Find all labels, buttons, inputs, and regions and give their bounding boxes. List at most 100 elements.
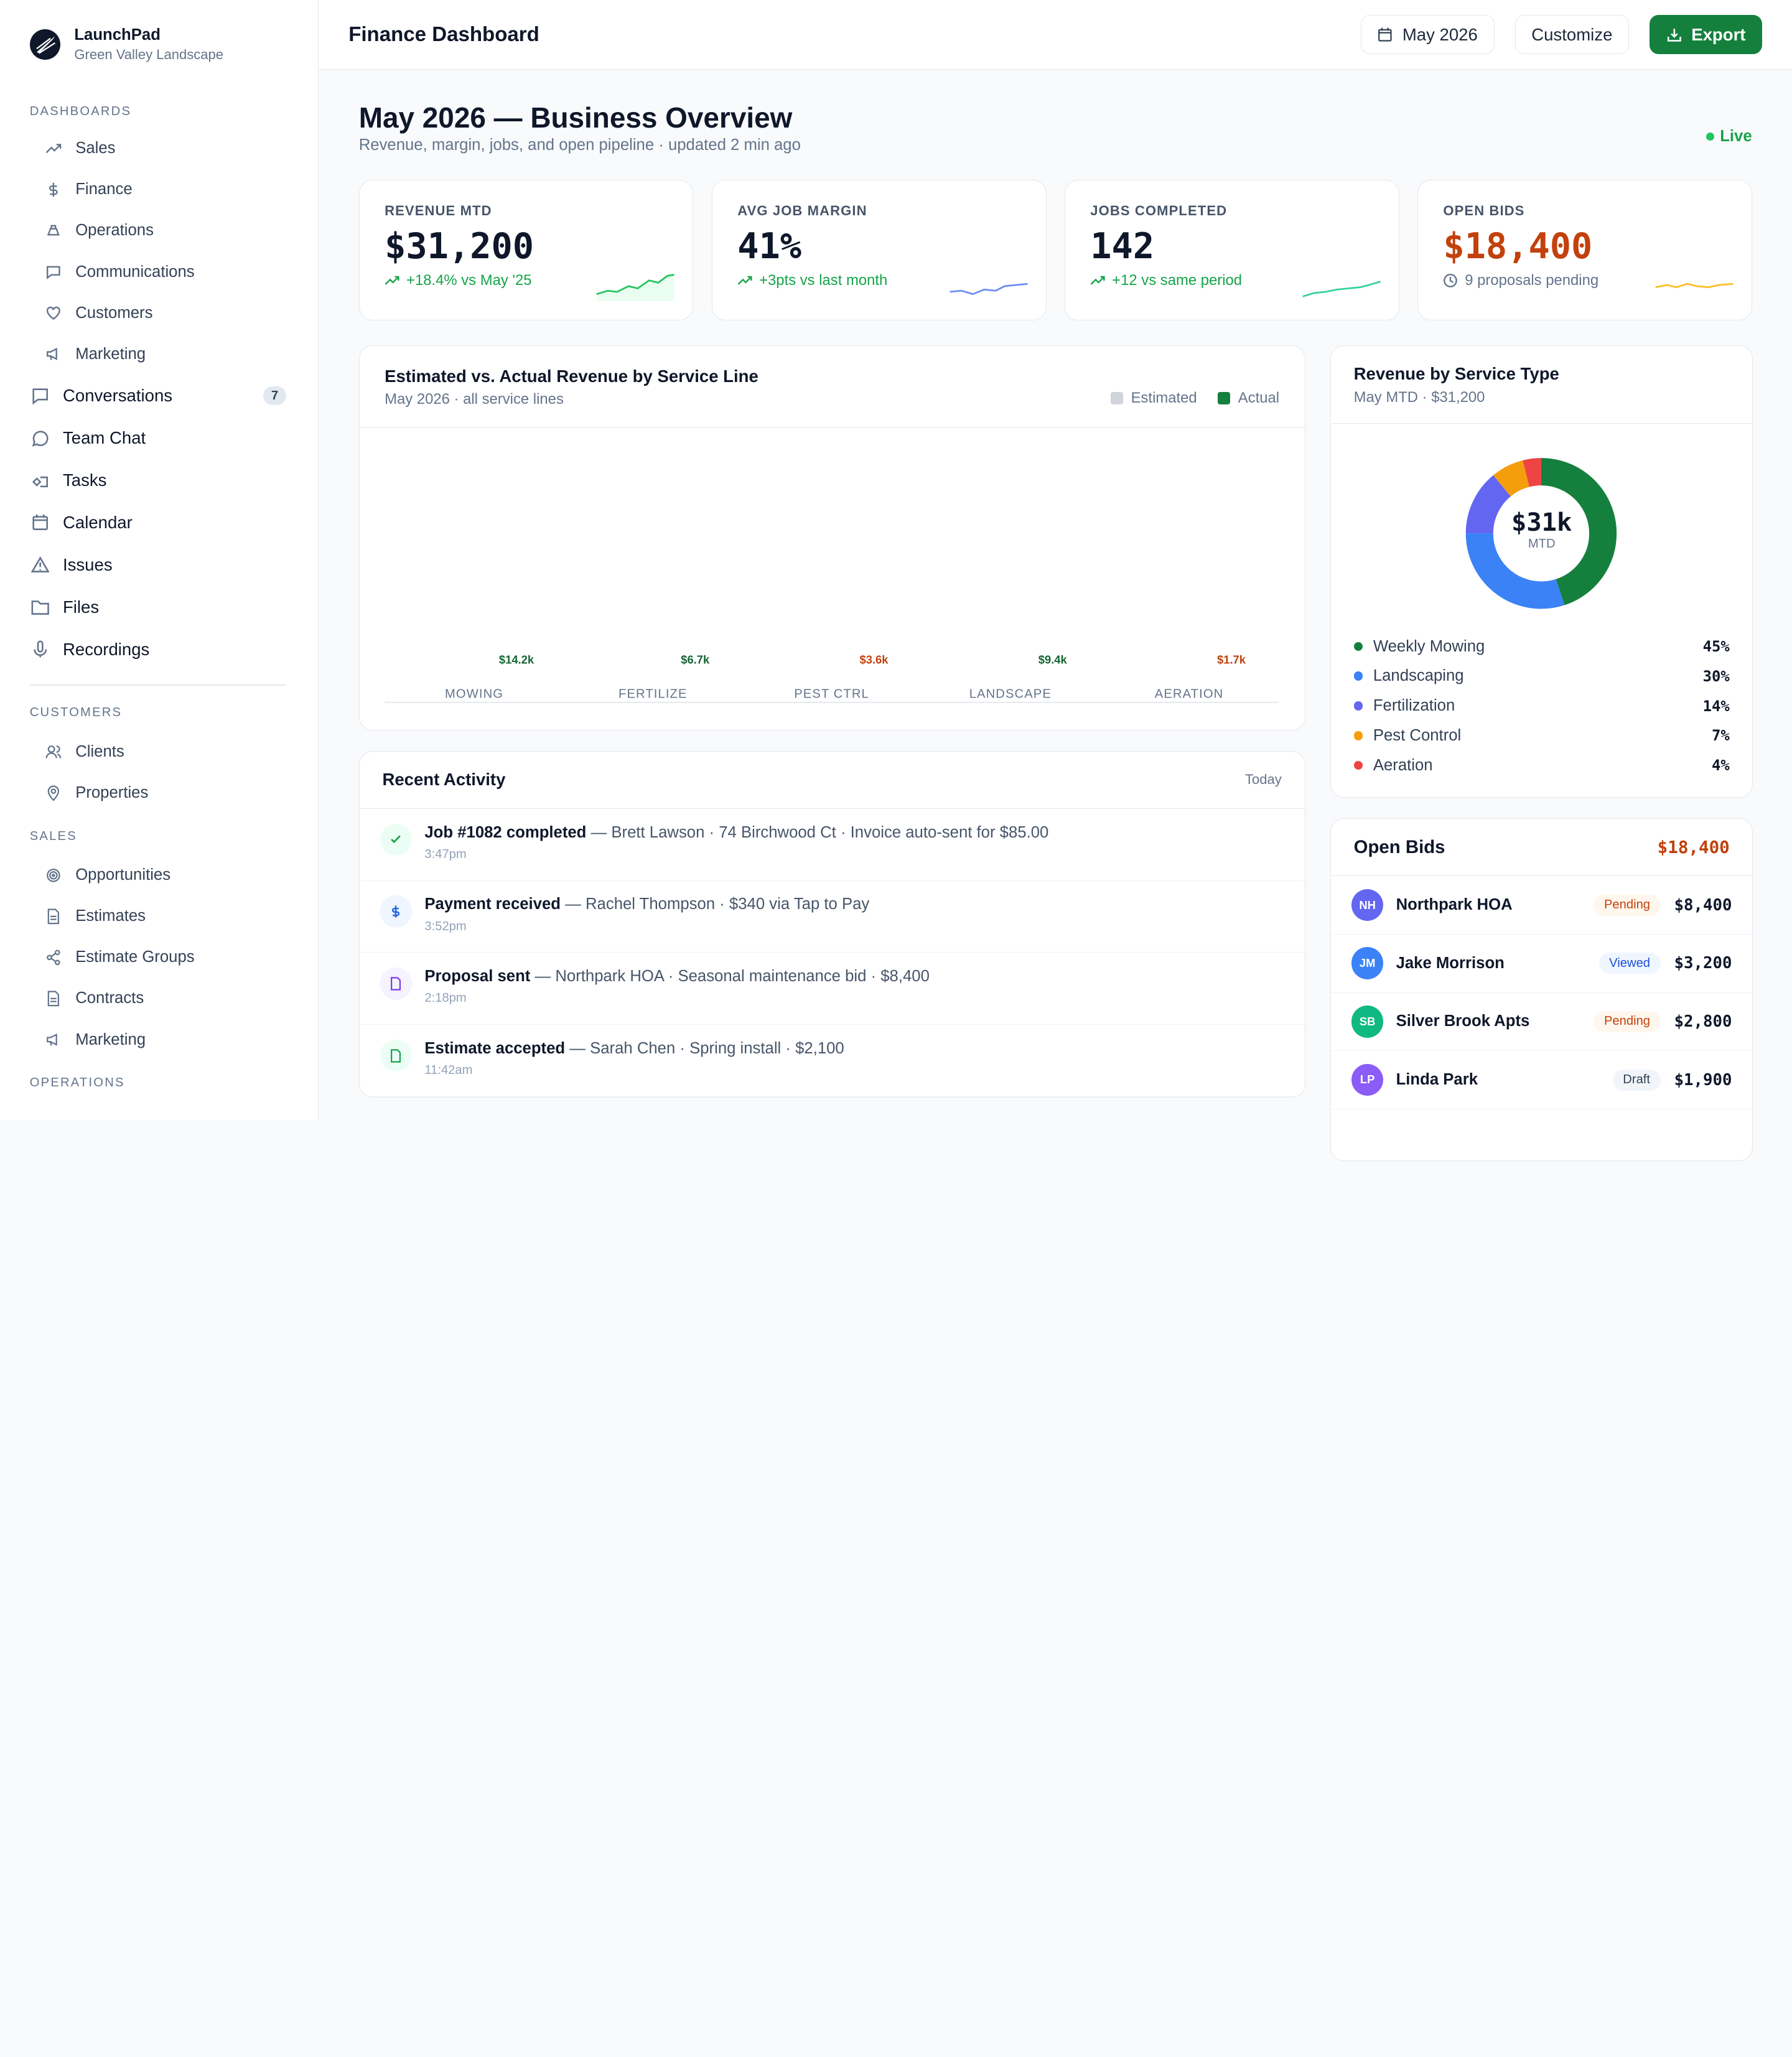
donut-slice[interactable] — [1465, 457, 1617, 609]
kpi-value: $31,200 — [385, 226, 534, 268]
activity-bold: Payment received — [424, 895, 561, 913]
x-tick-label: FERTILIZE — [618, 688, 688, 701]
sidebar-item-operations[interactable]: Operations — [0, 210, 318, 251]
live-dot-icon — [1706, 133, 1715, 141]
sidebar-item-opportunities[interactable]: Opportunities — [0, 855, 318, 896]
donut-slice[interactable] — [1465, 457, 1617, 609]
section-sales: SALES — [29, 829, 77, 843]
donut-legend: Weekly Mowing 45% Landscaping 30% Fertiliz… — [1331, 632, 1753, 780]
brand[interactable]: LaunchPad Green Valley Landscape — [0, 0, 318, 89]
sidebar-item-conversations[interactable]: Conversations 7 — [0, 375, 318, 417]
bids-title: Open Bids — [1353, 836, 1445, 857]
legend-dot-icon — [1353, 671, 1363, 681]
sidebar-item-sales-marketing[interactable]: Marketing — [0, 1019, 318, 1060]
sidebar-item-label: Calendar — [62, 513, 133, 533]
sidebar-item-estimates[interactable]: Estimates — [0, 896, 318, 937]
sidebar-item-calendar[interactable]: Calendar — [0, 501, 318, 544]
sidebar-item-recordings[interactable]: Recordings — [0, 628, 318, 671]
donut-legend-item: Landscaping 30% — [1353, 661, 1730, 691]
kpi-delta: 9 proposals pending — [1443, 272, 1726, 289]
clock-icon — [1444, 273, 1458, 287]
trend-up-icon — [737, 276, 752, 285]
kpi-delta-text: +3pts vs last month — [759, 271, 888, 289]
kpi-delta-text: +12 vs same period — [1112, 271, 1243, 289]
status-badge: Pending — [1594, 1010, 1661, 1032]
activity-item[interactable]: Estimate accepted — Sarah Chen · Spring … — [359, 1025, 1305, 1097]
activity-time: 3:47pm — [424, 847, 467, 861]
sidebar-item-team-chat[interactable]: Team Chat — [0, 417, 318, 459]
export-button[interactable]: Export — [1650, 15, 1763, 54]
sidebar-item-label: Files — [62, 597, 100, 617]
activity-title: Recent Activity — [382, 770, 506, 790]
sidebar-item-finance[interactable]: Finance — [0, 169, 318, 210]
service-type-card: Revenue by Service Type May MTD · $31,20… — [1330, 345, 1753, 798]
sparkline — [1302, 281, 1381, 298]
legend-pct: 7% — [1712, 727, 1730, 745]
activity-item[interactable]: Job #1082 completed — Brett Lawson · 74 … — [359, 809, 1305, 881]
download-icon — [1667, 28, 1681, 42]
chart-legend: Estimated Actual — [1110, 369, 1280, 428]
sidebar-item-issues[interactable]: Issues — [0, 544, 318, 586]
activity-text: — Sarah Chen · Spring install · $2,100 — [565, 1039, 844, 1057]
status-badge: Pending — [1594, 894, 1661, 916]
sidebar-item-estimate-groups[interactable]: Estimate Groups — [0, 937, 318, 978]
kpi-card-open-bids[interactable]: OPEN BIDS $18,400 9 proposals pending — [1417, 179, 1752, 320]
folder-icon — [31, 600, 49, 615]
brand-name: LaunchPad — [74, 26, 161, 44]
sidebar-item-properties[interactable]: Properties — [0, 772, 318, 813]
sidebar: LaunchPad Green Valley Landscape DASHBOA… — [0, 0, 319, 1120]
sidebar-item-customers[interactable]: Customers — [0, 292, 318, 334]
donut-chart — [1465, 457, 1617, 609]
x-tick-label: AERATION — [1155, 688, 1224, 701]
kpi-card-jobs[interactable]: JOBS COMPLETED 142 +12 vs same period — [1064, 179, 1399, 320]
count-badge: 7 — [263, 386, 287, 406]
legend-label: Actual — [1238, 389, 1280, 406]
bid-name: Linda Park — [1396, 1071, 1478, 1088]
sidebar-item-communications[interactable]: Communications — [0, 251, 318, 292]
date-picker-button[interactable]: May 2026 — [1360, 15, 1495, 54]
customize-button[interactable]: Customize — [1514, 15, 1630, 54]
donut-center-value: $31k — [1511, 506, 1572, 537]
legend-dot-icon — [1353, 760, 1363, 770]
sidebar-item-label: Operations — [75, 222, 154, 240]
trend-icon — [46, 144, 62, 154]
sidebar-item-label: Estimate Groups — [75, 948, 195, 966]
page-header: May 2026 — Business Overview Revenue, ma… — [359, 101, 1752, 155]
activity-item[interactable]: Payment received — Rachel Thompson · $34… — [359, 881, 1305, 953]
activity-time: 11:42am — [424, 1063, 473, 1077]
megaphone-icon — [47, 348, 58, 361]
legend-swatch-icon — [1217, 391, 1230, 405]
sidebar-item-tasks[interactable]: Tasks — [0, 459, 318, 501]
sidebar-item-label: Communications — [75, 263, 195, 281]
sidebar-item-contracts[interactable]: Contracts — [0, 978, 318, 1019]
kpi-value: 142 — [1090, 226, 1155, 268]
kpi-label: AVG JOB MARGIN — [737, 203, 867, 219]
sidebar-item-label: Contracts — [75, 989, 144, 1007]
contract-icon — [48, 991, 60, 1007]
sidebar-item-files[interactable]: Files — [0, 586, 318, 628]
activity-item[interactable]: Proposal sent — Northpark HOA · Seasonal… — [359, 953, 1305, 1025]
sidebar-item-label: Recordings — [62, 640, 150, 660]
bid-row[interactable]: NH Northpark HOA Pending $8,400 — [1330, 876, 1753, 935]
sidebar-item-marketing[interactable]: Marketing — [0, 334, 318, 375]
legend-dot-icon — [1353, 730, 1363, 740]
sidebar-item-sales[interactable]: Sales — [0, 128, 318, 169]
bar-data-label: $9.4k — [1038, 653, 1068, 666]
activity-text: — Northpark HOA · Seasonal maintenance b… — [530, 968, 930, 986]
activity-text: — Brett Lawson · 74 Birchwood Ct · Invoi… — [586, 823, 1049, 841]
kpi-value: 41% — [737, 226, 802, 268]
kpi-card-revenue[interactable]: REVENUE MTD $31,200 +18.4% vs May '25 — [358, 179, 694, 320]
x-tick-label: MOWING — [445, 688, 503, 701]
bid-row[interactable]: LP Linda Park Draft $1,900 — [1330, 1051, 1753, 1109]
bid-row[interactable]: JM Jake Morrison Viewed $3,200 — [1330, 935, 1753, 993]
live-indicator: Live — [1706, 119, 1752, 154]
sidebar-item-clients[interactable]: Clients — [0, 731, 318, 772]
legend-label: Pest Control — [1373, 726, 1462, 744]
kpi-row: REVENUE MTD $31,200 +18.4% vs May '25 AV… — [358, 179, 1752, 320]
kpi-card-margin[interactable]: AVG JOB MARGIN 41% +3pts vs last month — [711, 179, 1047, 320]
bid-row[interactable]: SB Silver Brook Apts Pending $2,800 — [1330, 993, 1753, 1052]
legend-label: Weekly Mowing — [1373, 637, 1485, 655]
document-icon — [380, 1039, 413, 1072]
sidebar-item-label: Customers — [75, 304, 153, 322]
revenue-chart-card: Estimated vs. Actual Revenue by Service … — [358, 345, 1305, 730]
